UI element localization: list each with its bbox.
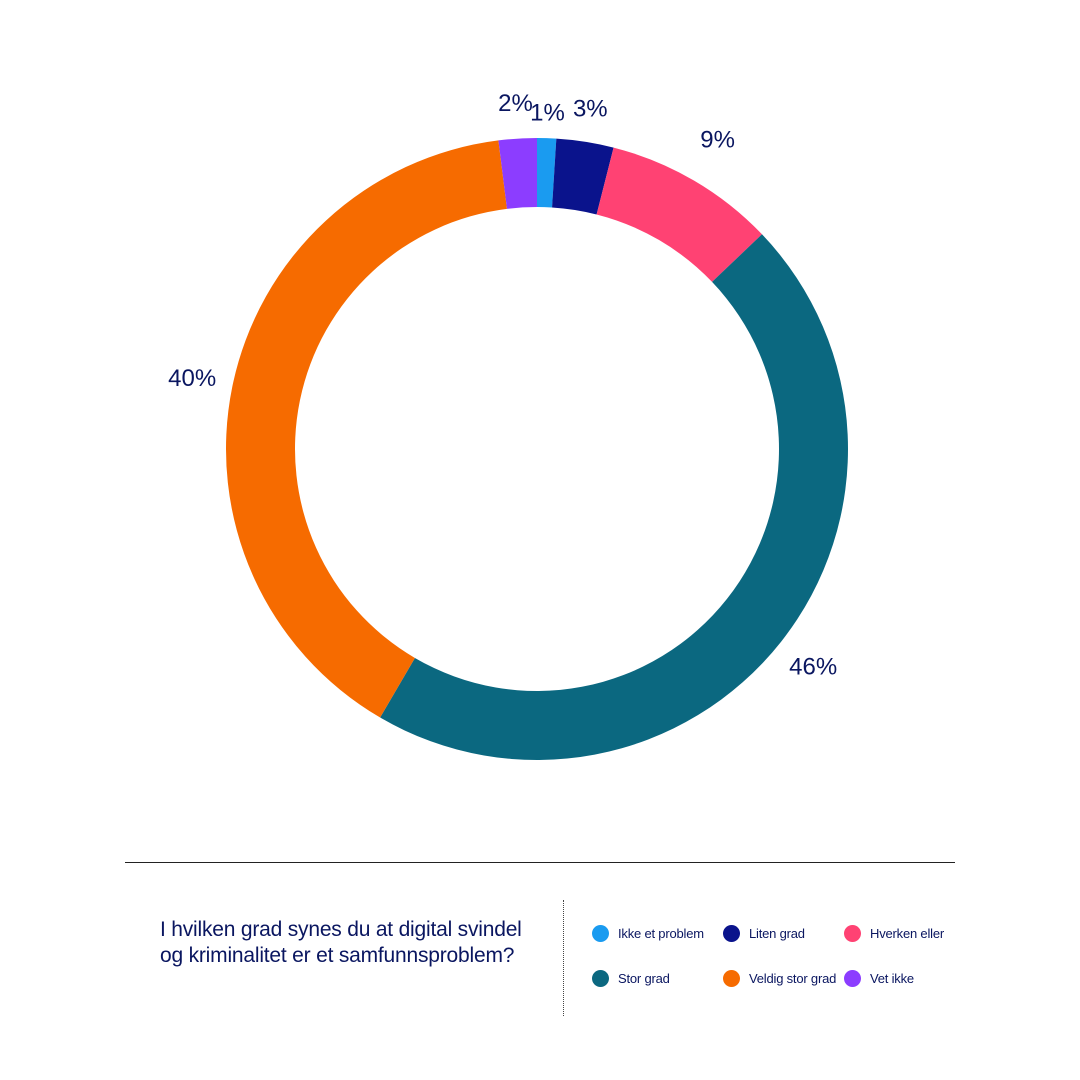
slice-stor-grad [380,234,848,760]
dotted-separator [563,900,564,1016]
legend-item-hverken-eller: Hverken eller [844,925,944,942]
legend-swatch [723,970,740,987]
legend-swatch [844,925,861,942]
legend-label: Liten grad [749,926,805,941]
value-label-liten-grad: 3% [573,96,608,123]
slice-liten-grad [552,138,614,215]
value-label-ikke-et-problem: 1% [530,100,565,127]
legend-item-ikke-et-problem: Ikke et problem [592,925,704,942]
chart-question: I hvilken grad synes du at digital svind… [160,918,522,967]
slice-vet-ikke [498,138,537,209]
legend-label: Hverken eller [870,926,944,941]
legend-item-vet-ikke: Vet ikke [844,970,914,987]
slice-ikke-et-problem [537,138,557,208]
legend-swatch [592,925,609,942]
legend-swatch [592,970,609,987]
donut-chart: 1% 3% 9% 46% 40% 2% [168,90,848,760]
legend: Ikke et problem Liten grad Hverken eller… [592,924,962,994]
divider-line [125,862,955,863]
legend-label: Ikke et problem [618,926,704,941]
legend-label: Vet ikke [870,971,914,986]
slice-veldig-stor-grad [226,140,507,718]
value-label-vet-ikke: 2% [498,90,533,117]
legend-item-veldig-stor-grad: Veldig stor grad [723,970,836,987]
value-label-stor-grad: 46% [789,654,837,681]
slice-hverken-eller [596,147,762,282]
legend-item-stor-grad: Stor grad [592,970,670,987]
legend-item-liten-grad: Liten grad [723,925,805,942]
value-label-hverken-eller: 9% [700,126,735,153]
legend-label: Stor grad [618,971,670,986]
legend-label: Veldig stor grad [749,971,837,986]
value-label-veldig-stor-grad: 40% [168,365,216,392]
legend-swatch [723,925,740,942]
legend-swatch [844,970,861,987]
